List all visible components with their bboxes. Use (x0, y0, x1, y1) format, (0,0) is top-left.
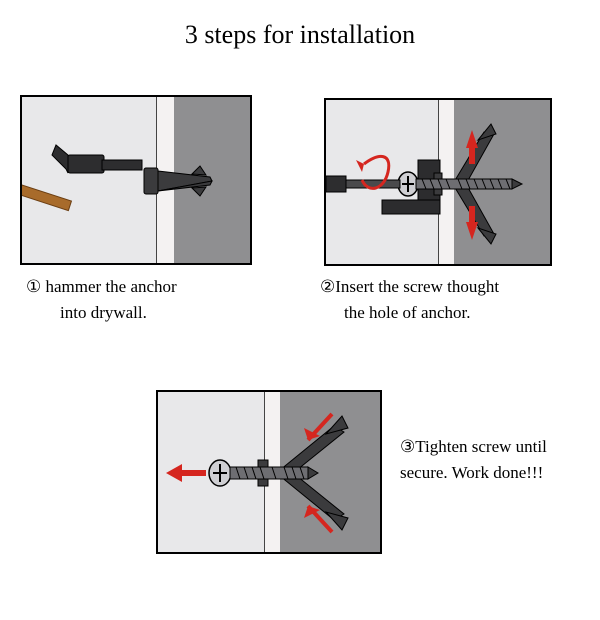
hammer-icon (22, 145, 142, 211)
anchor-closed-icon (22, 97, 250, 263)
step-2-caption: ②Insert the screw thought the hole of an… (320, 274, 499, 325)
page-title: 3 steps for installation (0, 20, 600, 50)
step-2-caption-line1: ②Insert the screw thought (320, 274, 499, 300)
step-2-panel (324, 98, 552, 266)
step-2-caption-line2: the hole of anchor. (320, 300, 499, 326)
step-3-caption-line2: secure. Work done!!! (400, 460, 547, 486)
step-2-illustration (326, 100, 550, 264)
step-1-caption-line1: ① hammer the anchor (26, 274, 177, 300)
step-1-panel (20, 95, 252, 265)
step-3-illustration (158, 392, 380, 552)
step-1-caption-line2: into drywall. (26, 300, 177, 326)
step-3-caption: ③Tighten screw until secure. Work done!!… (400, 434, 547, 485)
step-3-panel (156, 390, 382, 554)
step-1-caption: ① hammer the anchor into drywall. (26, 274, 177, 325)
step-3-caption-line1: ③Tighten screw until (400, 434, 547, 460)
